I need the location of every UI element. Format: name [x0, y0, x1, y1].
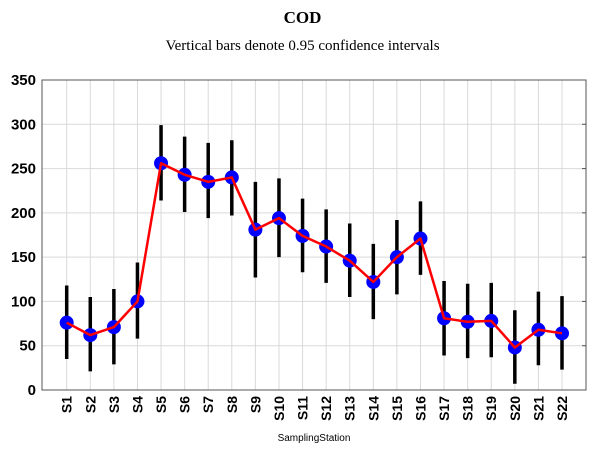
- x-tick-label: S18: [460, 396, 476, 421]
- y-tick-label: 50: [19, 338, 36, 355]
- x-tick-label: S16: [412, 396, 428, 421]
- y-tick-label: 300: [11, 116, 36, 133]
- x-tick-label: S1: [59, 396, 75, 413]
- x-tick-label: S15: [389, 396, 405, 421]
- x-tick-label: S21: [530, 396, 546, 421]
- series-line: [66, 162, 563, 349]
- x-tick-label: S11: [295, 396, 311, 420]
- y-tick-label: 250: [11, 161, 36, 178]
- x-axis-label: SamplingStation: [278, 433, 351, 444]
- x-tick-label: S13: [342, 396, 358, 421]
- x-tick-label: S14: [365, 396, 381, 421]
- y-tick-label: 0: [28, 382, 36, 399]
- y-tick-label: 200: [11, 205, 36, 222]
- x-tick-label: S22: [554, 396, 570, 421]
- x-tick-label: S4: [129, 396, 145, 413]
- x-tick-label: S10: [271, 396, 287, 421]
- x-tick-label: S3: [106, 396, 122, 413]
- x-tick-label: S8: [224, 396, 240, 413]
- x-tick-label: S2: [82, 396, 98, 413]
- x-tick-label: S17: [436, 396, 452, 421]
- x-tick-label: S12: [318, 396, 334, 421]
- y-tick-label: 150: [11, 249, 36, 266]
- x-tick-label: S20: [507, 396, 523, 421]
- y-tick-label: 350: [11, 72, 36, 89]
- x-tick-label: S5: [153, 396, 169, 413]
- x-tick-label: S7: [200, 396, 216, 413]
- y-tick-label: 100: [11, 293, 36, 310]
- x-tick-label: S6: [177, 396, 193, 413]
- plot-frame: [41, 79, 587, 391]
- chart-subtitle: Vertical bars denote 0.95 confidence int…: [165, 38, 440, 54]
- x-tick-label: S19: [483, 396, 499, 421]
- chart-title: COD: [283, 8, 322, 27]
- x-tick-label: S9: [247, 396, 263, 413]
